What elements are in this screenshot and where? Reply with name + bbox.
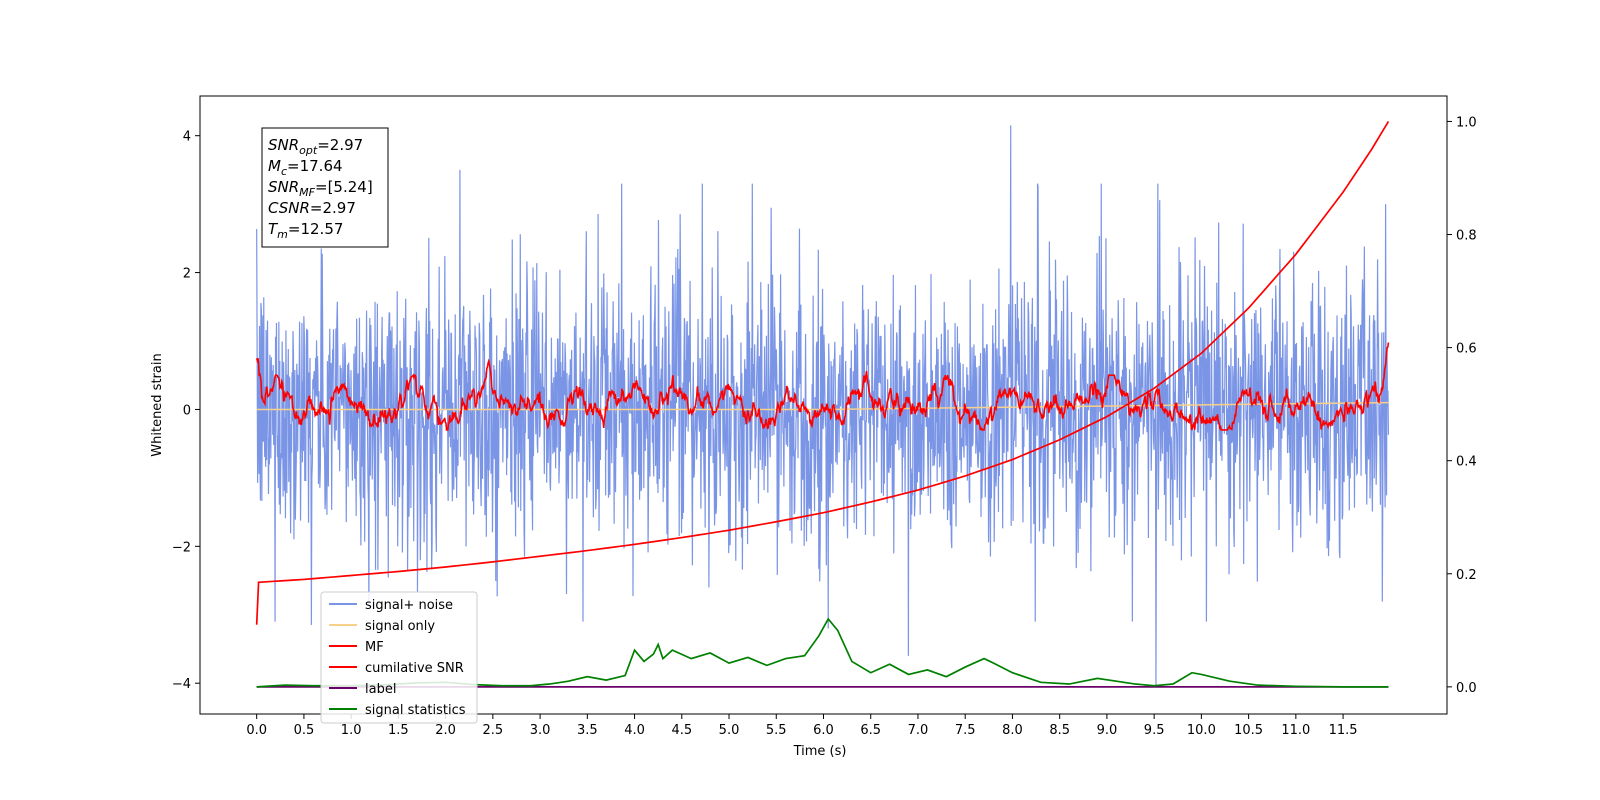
- legend-label: signal only: [365, 619, 435, 634]
- y2-tick-label: 0.2: [1456, 568, 1477, 583]
- y-axis-label: Whitened strain: [150, 353, 165, 456]
- y-axis-left: −4 −2 0 2 4: [172, 130, 200, 692]
- y-tick-label: −2: [172, 540, 191, 555]
- annotation-line: SNRopt=2.97: [268, 136, 363, 157]
- legend-frame: [320, 591, 478, 724]
- x-tick-label: 10.5: [1234, 723, 1263, 738]
- y2-tick-label: 1.0: [1456, 115, 1477, 130]
- y2-tick-label: 0.6: [1456, 342, 1477, 357]
- x-tick-label: 3.0: [530, 723, 551, 738]
- x-tick-label: 3.5: [577, 723, 598, 738]
- annotation-box: SNRopt=2.97Mc=17.64SNRMF=[5.24]CSNR=2.97…: [261, 127, 389, 248]
- x-tick-label: 9.0: [1097, 723, 1118, 738]
- x-tick-label: 2.0: [435, 723, 456, 738]
- x-tick-label: 4.5: [671, 723, 692, 738]
- x-tick-label: 0.0: [246, 723, 267, 738]
- x-tick-label: 9.5: [1144, 723, 1165, 738]
- x-tick-label: 6.5: [860, 723, 881, 738]
- annotation-line: CSNR=2.97: [268, 199, 356, 217]
- x-tick-label: 2.5: [483, 723, 504, 738]
- x-tick-label: 5.0: [719, 723, 740, 738]
- annotation-line: SNRMF=[5.24]: [268, 178, 373, 199]
- x-tick-label: 5.5: [766, 723, 787, 738]
- y-tick-label: 4: [183, 130, 191, 145]
- x-tick-label: 1.5: [388, 723, 409, 738]
- x-tick-label: 1.0: [341, 723, 362, 738]
- x-axis: 0.0 0.5 1.0 1.5 2.0 2.5 3.0 3.5 4.0 4.5 5.0 5.5 6.0 6…: [246, 714, 1358, 738]
- x-axis-label: Time (s): [793, 744, 847, 759]
- series-mf: [255, 342, 1390, 432]
- x-tick-label: 7.0: [908, 723, 929, 738]
- y2-tick-label: 0.4: [1456, 455, 1477, 470]
- x-tick-label: 11.0: [1281, 723, 1310, 738]
- x-tick-label: 0.5: [294, 723, 315, 738]
- y2-tick-label: 0.8: [1456, 229, 1477, 244]
- x-tick-label: 4.0: [624, 723, 645, 738]
- legend-label: label: [365, 682, 396, 697]
- annotation-line: Mc=17.64: [268, 157, 343, 178]
- legend: signal+ noise signal only MF cumilative SNR…: [320, 591, 478, 724]
- x-tick-label: 10.0: [1187, 723, 1216, 738]
- legend-label: cumilative SNR: [365, 661, 464, 676]
- legend-label: signal statistics: [365, 703, 466, 718]
- legend-label: MF: [365, 640, 384, 655]
- annotation-line: Tm=12.57: [268, 220, 343, 241]
- x-tick-label: 11.5: [1329, 723, 1358, 738]
- y-tick-label: −4: [172, 677, 191, 692]
- series-cumilative-snr: [255, 121, 1390, 625]
- series-signal-statistics: [256, 617, 1389, 688]
- x-tick-label: 7.5: [955, 723, 976, 738]
- x-tick-label: 6.0: [813, 723, 834, 738]
- y-tick-label: 0: [183, 403, 191, 418]
- y-tick-label: 2: [183, 267, 191, 282]
- x-tick-label: 8.5: [1049, 723, 1070, 738]
- x-tick-label: 8.0: [1002, 723, 1023, 738]
- series-signal-noise: [256, 125, 1390, 687]
- annotation-frame: [261, 127, 389, 248]
- legend-label: signal+ noise: [365, 598, 453, 613]
- series-layer: [255, 121, 1390, 688]
- y2-tick-label: 0.0: [1456, 681, 1477, 696]
- y-axis-right: 0.0 0.2 0.4 0.6 0.8 1.0: [1447, 115, 1477, 696]
